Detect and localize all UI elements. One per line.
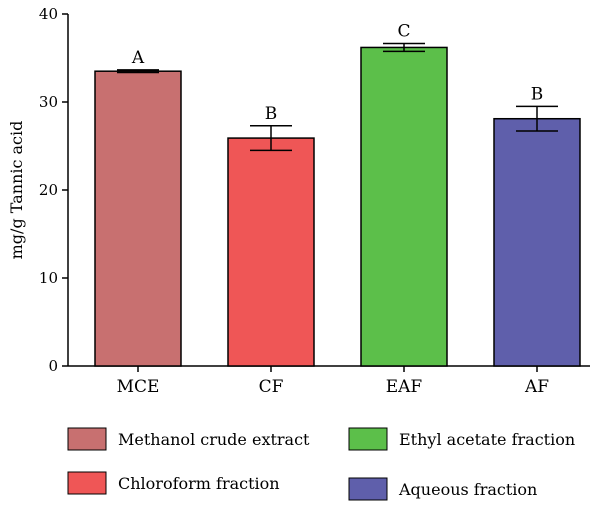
bar-mce bbox=[94, 70, 182, 367]
x-tick-label-eaf: EAF bbox=[386, 377, 423, 397]
legend-swatch-2 bbox=[67, 471, 107, 495]
legend-swatch-3 bbox=[348, 427, 388, 451]
significance-label-cf: B bbox=[265, 104, 278, 124]
x-tick-label-cf: CF bbox=[259, 377, 284, 397]
x-tick-label-mce: MCE bbox=[117, 377, 160, 397]
bar-af bbox=[493, 117, 581, 367]
x-tick-label-af: AF bbox=[524, 377, 549, 397]
y-axis-title: mg/g Tannic acid bbox=[7, 121, 26, 260]
legend-label-2: Chloroform fraction bbox=[118, 474, 280, 493]
legend-label-1: Methanol crude extract bbox=[118, 430, 310, 449]
legend-swatch-1 bbox=[67, 427, 107, 451]
legend-label-4: Aqueous fraction bbox=[398, 480, 537, 499]
legend: Methanol crude extract Chloroform fractio… bbox=[67, 427, 575, 501]
y-tick-label: 20 bbox=[39, 181, 58, 199]
plot-area: 0 10 20 30 40 mg/g Tannic acid A MCE B CF C EAF B AF bbox=[7, 5, 590, 397]
y-tick-label: 0 bbox=[48, 357, 58, 375]
y-tick-label: 30 bbox=[39, 93, 58, 111]
y-tick-label: 40 bbox=[39, 5, 58, 23]
significance-label-mce: A bbox=[131, 48, 145, 68]
legend-label-3: Ethyl acetate fraction bbox=[399, 430, 575, 449]
significance-label-eaf: C bbox=[397, 21, 410, 41]
significance-label-af: B bbox=[531, 84, 544, 104]
bar-eaf bbox=[360, 46, 448, 367]
legend-swatch-4 bbox=[348, 477, 388, 501]
bar-cf bbox=[227, 137, 315, 367]
y-tick-label: 10 bbox=[39, 269, 58, 287]
